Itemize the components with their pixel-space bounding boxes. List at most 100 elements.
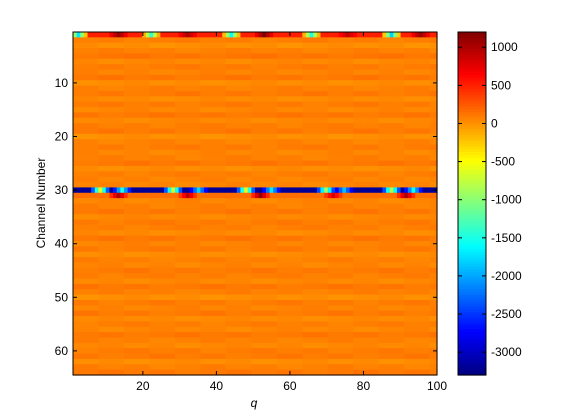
heatmap-cell <box>265 101 271 108</box>
heatmap-cell <box>305 241 311 247</box>
heatmap-cell <box>295 230 300 237</box>
heatmap-cell <box>116 64 121 71</box>
heatmap-cell <box>386 74 391 81</box>
heatmap-cell <box>313 149 318 156</box>
heatmap-cell <box>269 107 274 113</box>
heatmap-cell <box>91 32 96 38</box>
heatmap-cell <box>225 208 231 215</box>
heatmap-cell <box>189 187 194 194</box>
heatmap-cell <box>309 192 314 199</box>
heatmap-cell <box>116 80 121 87</box>
heatmap-cell <box>313 96 318 103</box>
heatmap-cell <box>178 230 183 237</box>
heatmap-cell <box>189 64 194 71</box>
heatmap-cell <box>244 192 249 199</box>
heatmap-cell <box>324 182 329 189</box>
heatmap-cell <box>211 262 216 269</box>
heatmap-cell <box>353 182 358 189</box>
heatmap-cell <box>316 37 322 44</box>
heatmap-cell <box>218 74 223 81</box>
heatmap-cell <box>207 58 212 65</box>
heatmap-cell <box>160 64 165 71</box>
heatmap-cell <box>364 74 369 81</box>
heatmap-cell <box>131 278 136 285</box>
heatmap-cell <box>142 203 147 210</box>
heatmap-cell <box>320 187 325 194</box>
heatmap-cell <box>145 165 151 172</box>
heatmap-cell <box>378 69 383 76</box>
heatmap-cell <box>171 123 176 130</box>
heatmap-cell <box>356 241 362 247</box>
heatmap-cell <box>244 198 249 205</box>
heatmap-cell <box>386 165 391 172</box>
heatmap-cell <box>367 235 373 242</box>
heatmap-cell <box>236 128 242 135</box>
heatmap-cell <box>233 262 238 269</box>
heatmap-cell <box>396 155 402 162</box>
heatmap-cell <box>153 128 158 135</box>
heatmap-cell <box>185 155 191 162</box>
heatmap-cell <box>338 273 343 280</box>
heatmap-cell <box>123 241 129 247</box>
heatmap-cell <box>189 246 194 253</box>
heatmap-cell <box>404 235 409 242</box>
heatmap-cell <box>411 139 416 146</box>
heatmap-cell <box>196 294 201 301</box>
heatmap-cell <box>309 101 314 108</box>
heatmap-row <box>73 294 438 301</box>
heatmap-cell <box>411 198 416 205</box>
heatmap-cell <box>73 208 78 215</box>
heatmap-cell <box>134 278 140 285</box>
heatmap-cell <box>167 192 172 199</box>
heatmap-cell <box>367 74 373 81</box>
heatmap-cell <box>367 251 373 258</box>
heatmap-cell <box>200 117 205 124</box>
heatmap-cell <box>262 123 267 130</box>
heatmap-cell <box>313 101 318 108</box>
heatmap-cell <box>418 107 424 113</box>
heatmap-cell <box>309 96 314 103</box>
heatmap-cell <box>204 283 209 290</box>
heatmap-cell <box>316 198 322 205</box>
heatmap-cell <box>178 278 183 285</box>
heatmap-cell <box>280 187 285 194</box>
heatmap-cell <box>73 48 78 55</box>
heatmap-cell <box>258 101 263 108</box>
heatmap-cell <box>418 214 424 221</box>
heatmap-cell <box>244 165 249 172</box>
heatmap-cell <box>222 74 227 81</box>
heatmap-cell <box>353 187 358 194</box>
heatmap-cell <box>236 230 242 237</box>
heatmap-cell <box>338 37 343 44</box>
heatmap-cell <box>251 257 256 264</box>
heatmap-cell <box>160 48 165 55</box>
heatmap-cell <box>189 160 194 167</box>
heatmap-cell <box>356 267 362 274</box>
heatmap-cell <box>218 283 223 290</box>
heatmap-cell <box>109 128 114 135</box>
heatmap-cell <box>149 262 154 269</box>
heatmap-cell <box>233 224 238 231</box>
heatmap-cell <box>313 128 318 135</box>
heatmap-cell <box>207 267 212 274</box>
heatmap-cell <box>360 235 365 242</box>
heatmap-cell <box>284 165 289 172</box>
heatmap-cell <box>204 278 209 285</box>
heatmap-cell <box>426 187 431 194</box>
heatmap-cell <box>160 101 165 108</box>
heatmap-cell <box>214 208 220 215</box>
heatmap-cell <box>80 74 85 81</box>
heatmap-cell <box>247 278 252 285</box>
heatmap-cell <box>222 64 227 71</box>
heatmap-cell <box>324 257 329 264</box>
heatmap-cell <box>418 123 424 130</box>
heatmap-cell <box>240 289 245 296</box>
heatmap-cell <box>222 133 227 140</box>
heatmap-cell <box>346 262 351 269</box>
heatmap-cell <box>113 273 118 280</box>
heatmap-cell <box>156 224 161 231</box>
heatmap-cell <box>76 112 81 119</box>
heatmap-cell <box>123 171 129 178</box>
heatmap-cell <box>160 203 165 210</box>
heatmap-cell <box>109 144 114 151</box>
